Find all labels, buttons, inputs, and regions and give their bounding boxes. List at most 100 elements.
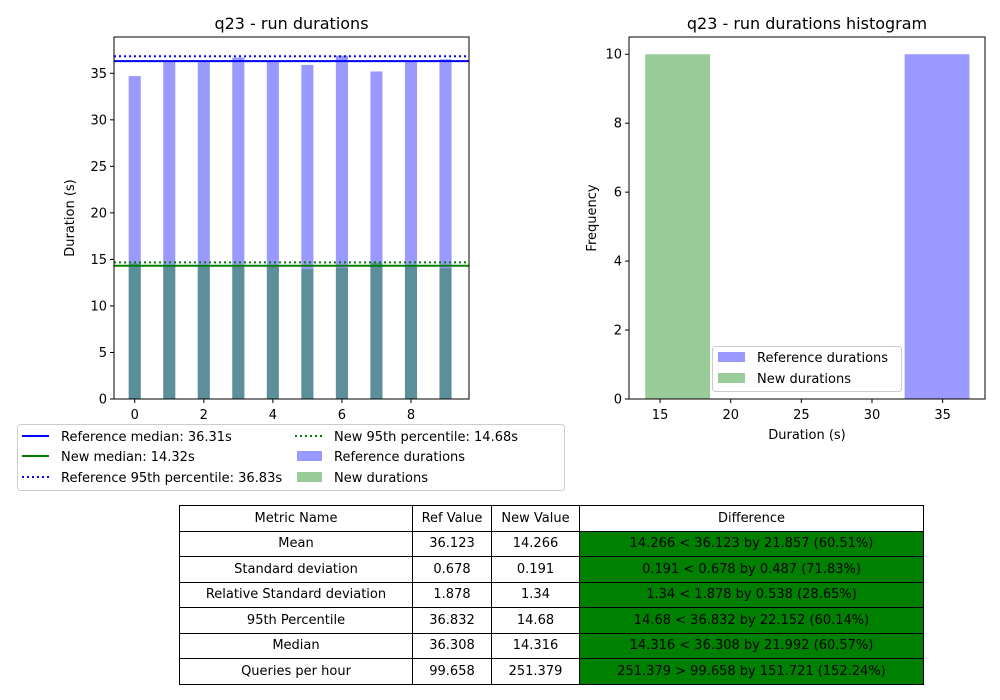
table-cell: 14.266 [491, 530, 580, 557]
metrics-table: Metric Name Ref Value New Value Difference M… [179, 505, 924, 685]
left-xtick-label: 6 [338, 408, 346, 423]
right-ytick-label: 0 [614, 393, 622, 408]
right-ytick-label: 10 [605, 48, 622, 63]
table-cell: Median [179, 632, 413, 659]
right-xtick-label: 15 [652, 408, 669, 423]
table-cell: 36.832 [412, 607, 492, 634]
table-cell: Standard deviation [179, 556, 413, 583]
bar-new-run-0 [128, 263, 141, 399]
table-cell: 251.379 > 99.658 by 151.721 (152.24%) [579, 658, 924, 685]
table-row: Mean 36.123 14.266 14.266 < 36.123 by 21.85… [179, 530, 924, 557]
left-ylabel: Duration (s) [63, 179, 78, 257]
table-row: Median 36.308 14.316 14.316 < 36.308 by 21.… [179, 632, 924, 659]
left-ytick-label: 25 [90, 160, 107, 175]
right-ytick-label: 8 [614, 117, 622, 132]
table-header-row: Metric Name Ref Value New Value Difference [179, 505, 924, 532]
table-cell: Queries per hour [179, 658, 413, 685]
bar-reference-run-1 [163, 61, 176, 399]
table-row: 95th Percentile 36.832 14.68 14.68 < 36.832… [179, 607, 924, 634]
left-legend-box [17, 424, 565, 491]
left-xtick-label: 0 [131, 408, 139, 423]
right-ytick-label: 6 [614, 186, 622, 201]
bar-reference-run-4 [266, 61, 279, 399]
bar-reference-run-9 [439, 59, 452, 399]
right-ytick-label: 4 [614, 255, 622, 270]
table-cell: Relative Standard deviation [179, 581, 413, 608]
right-xtick-label: 30 [864, 408, 881, 423]
bar-reference-run-5 [301, 64, 314, 400]
left-title: q23 - run durations [214, 14, 368, 33]
bar-new-run-5 [301, 269, 314, 399]
hist-bar-reference-0 [904, 54, 970, 399]
table-cell: 0.191 [491, 556, 580, 583]
table-cell: Mean [179, 530, 413, 557]
right-ytick-label: 2 [614, 324, 622, 339]
left-ytick-label: 0 [99, 393, 107, 408]
bar-reference-run-8 [404, 61, 418, 399]
bar-new-run-1 [163, 265, 176, 399]
left-ytick-label: 20 [90, 206, 107, 221]
left-xtick-label: 8 [407, 408, 415, 423]
table-cell: 14.316 < 36.308 by 21.992 (60.57%) [579, 632, 924, 659]
right-xtick-label: 20 [722, 408, 739, 423]
left-ytick-label: 35 [90, 67, 107, 82]
legend-label-0: Reference median: 36.31s [61, 430, 232, 445]
table-cell: 14.316 [491, 632, 580, 659]
bar-new-run-8 [404, 265, 418, 399]
right-xlabel: Duration (s) [768, 428, 846, 443]
right-legend-swatch-0 [718, 352, 745, 362]
column-header: Metric Name [179, 505, 413, 532]
table-row: Standard deviation 0.678 0.191 0.191 < 0.67… [179, 556, 924, 583]
right-axes-frame [628, 36, 986, 400]
left-xtick-label: 2 [200, 408, 208, 423]
column-header: New Value [491, 505, 580, 532]
legend-label-5: New durations [334, 471, 428, 486]
left-ytick-label: 30 [90, 113, 107, 128]
table-cell: 1.878 [412, 581, 492, 608]
bar-new-run-3 [232, 264, 245, 399]
left-ytick-label: 10 [90, 299, 107, 314]
table-cell: 95th Percentile [179, 607, 413, 634]
legend-label-1: New median: 14.32s [61, 450, 195, 465]
right-xtick-label: 35 [934, 408, 951, 423]
bar-new-run-9 [439, 268, 452, 399]
hist-bar-new-0 [645, 54, 711, 399]
left-ytick-label: 15 [90, 253, 107, 268]
legend-label-3: New 95th percentile: 14.68s [334, 430, 518, 445]
left-xtick-label: 4 [269, 408, 277, 423]
bar-reference-run-3 [232, 57, 245, 399]
table-row: Queries per hour 99.658 251.379 251.379 > 9… [179, 658, 924, 685]
bar-reference-run-2 [197, 61, 210, 399]
right-legend-label-0: Reference durations [757, 351, 888, 366]
bar-reference-run-7 [370, 71, 383, 399]
column-header: Ref Value [412, 505, 492, 532]
right-legend-swatch-1 [718, 373, 745, 383]
table-cell: 99.658 [412, 658, 492, 685]
table-row: Relative Standard deviation 1.878 1.34 1.34… [179, 581, 924, 608]
right-ylabel: Frequency [585, 184, 600, 251]
right-title: q23 - run durations histogram [687, 14, 927, 33]
table-cell: 14.68 < 36.832 by 22.152 (60.14%) [579, 607, 924, 634]
table-cell: 1.34 < 1.878 by 0.538 (28.65%) [579, 581, 924, 608]
bar-new-run-7 [370, 262, 383, 399]
right-legend-box [712, 346, 902, 392]
legend-label-2: Reference 95th percentile: 36.83s [61, 471, 282, 486]
left-axes-frame [113, 36, 470, 400]
bar-reference-run-6 [335, 55, 348, 400]
legend-label-4: Reference durations [334, 450, 465, 465]
table-cell: 0.191 < 0.678 by 0.487 (71.83%) [579, 556, 924, 583]
right-legend-label-1: New durations [757, 372, 851, 387]
bar-reference-run-0 [128, 76, 141, 399]
legend-patch-swatch-5 [297, 472, 322, 482]
legend-patch-swatch-4 [297, 451, 322, 461]
table-cell: 251.379 [491, 658, 580, 685]
column-header: Difference [579, 505, 924, 532]
table-cell: 14.68 [491, 607, 580, 634]
bar-new-run-2 [197, 265, 210, 399]
left-ytick-label: 5 [99, 346, 107, 361]
right-xtick-label: 25 [793, 408, 810, 423]
bar-new-run-6 [335, 267, 348, 399]
bar-new-run-4 [266, 265, 279, 399]
